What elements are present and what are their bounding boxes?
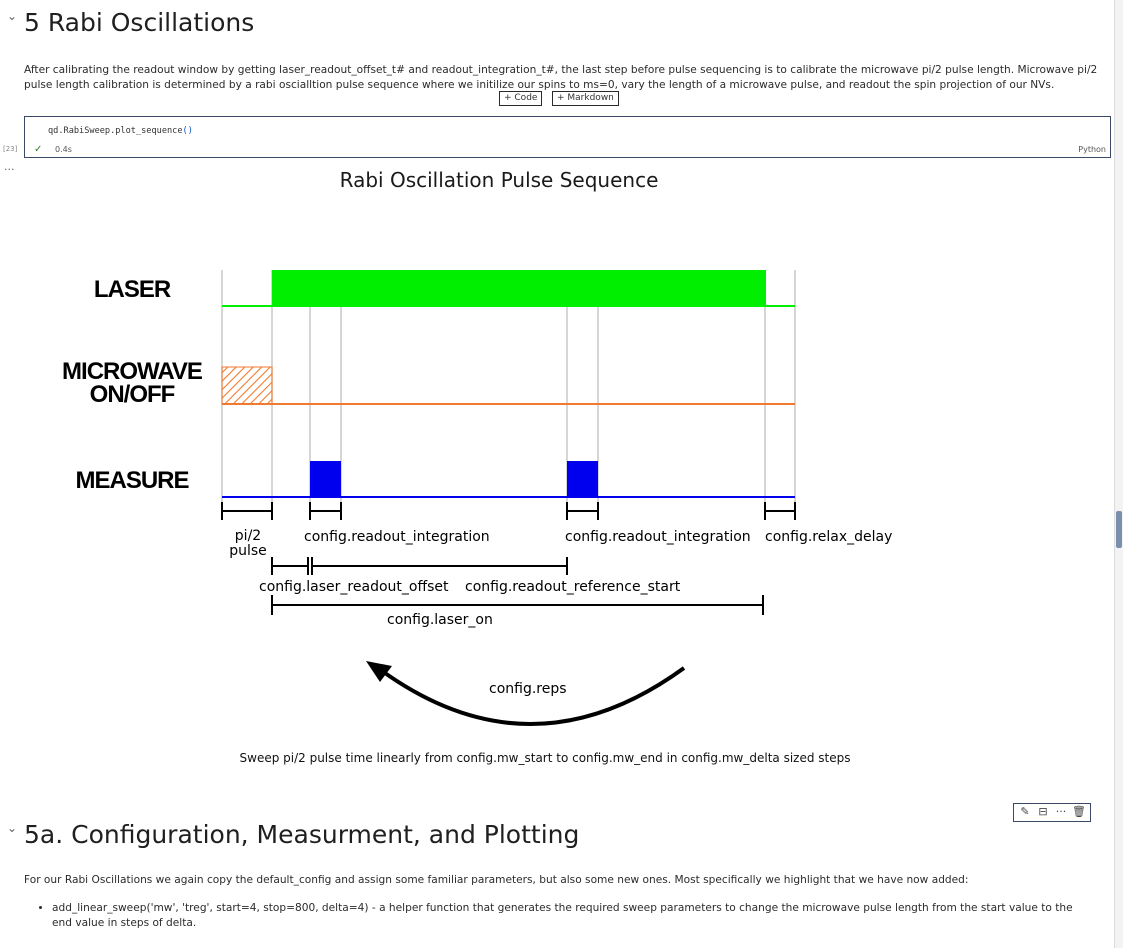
laser-pulse bbox=[272, 270, 766, 307]
reps-arrow bbox=[376, 666, 686, 726]
label-reps: config.reps bbox=[489, 681, 567, 697]
cell-toolbar: ✎ ⊟ ··· 🗑 bbox=[1013, 803, 1091, 822]
section-heading: 5 Rabi Oscillations bbox=[24, 8, 255, 37]
label-laser-on: config.laser_on bbox=[387, 612, 493, 628]
list-item: add_linear_sweep('mw', 'treg', start=4, … bbox=[52, 901, 1094, 931]
code-call: qd.RabiSweep.plot_sequence bbox=[48, 126, 183, 136]
label-relax-delay: config.relax_delay bbox=[765, 529, 892, 545]
label-laser-readout-offset: config.laser_readout_offset bbox=[259, 579, 449, 595]
row-label-microwave: MICROWAVE bbox=[62, 358, 203, 385]
label-readout-integration-1: config.readout_integration bbox=[304, 529, 490, 545]
label-readout-integration-2: config.readout_integration bbox=[565, 529, 751, 545]
timing-brackets bbox=[221, 502, 796, 615]
diagram-caption: Sweep pi/2 pulse time linearly from conf… bbox=[240, 751, 851, 765]
more-actions-icon[interactable]: ··· bbox=[1055, 805, 1067, 818]
bullet-list: add_linear_sweep('mw', 'treg', start=4, … bbox=[24, 901, 1094, 931]
bracket-relax bbox=[764, 502, 796, 520]
add-markdown-cell-button[interactable]: + Markdown bbox=[552, 91, 619, 106]
microwave-pulse bbox=[221, 366, 273, 405]
code-parens: () bbox=[182, 126, 193, 136]
bracket-readout-2 bbox=[566, 502, 599, 520]
section-paragraph: After calibrating the readout window by … bbox=[24, 64, 1098, 91]
cell-language[interactable]: Python bbox=[1078, 145, 1106, 154]
measure-pulse-reference bbox=[567, 461, 598, 497]
success-check-icon: ✓ bbox=[34, 144, 43, 155]
label-readout-reference-start: config.readout_reference_start bbox=[465, 579, 681, 595]
bracket-laser-readout-offset bbox=[271, 557, 309, 575]
collapse-chevron-icon[interactable]: ⌄ bbox=[7, 9, 18, 23]
scrollbar-thumb[interactable] bbox=[1116, 511, 1122, 548]
split-icon[interactable]: ⊟ bbox=[1038, 805, 1048, 818]
vertical-scrollbar[interactable] bbox=[1114, 0, 1123, 948]
reps-arrowhead bbox=[366, 661, 392, 682]
code-cell[interactable]: qd.RabiSweep.plot_sequence() ✓ 0.4s Pyth… bbox=[24, 116, 1111, 158]
measure-pulse-signal bbox=[310, 461, 341, 497]
label-pulse: pulse bbox=[229, 543, 267, 559]
bracket-readout-reference-start bbox=[311, 557, 568, 575]
subsection-paragraph: For our Rabi Oscillations we again copy … bbox=[24, 874, 969, 886]
collapse-chevron-icon[interactable]: ⌄ bbox=[7, 821, 18, 835]
row-label-laser: LASER bbox=[94, 276, 171, 303]
bracket-pi2 bbox=[221, 502, 273, 520]
row-label-on-off: ON/OFF bbox=[90, 381, 175, 408]
bracket-laser-on bbox=[271, 595, 764, 615]
subsection-heading: 5a. Configuration, Measurment, and Plott… bbox=[24, 820, 580, 849]
row-label-measure: MEASURE bbox=[75, 467, 189, 494]
output-ellipsis[interactable]: ... bbox=[4, 160, 15, 173]
trash-icon[interactable]: 🗑 bbox=[1072, 805, 1086, 818]
add-code-cell-button[interactable]: + Code bbox=[499, 91, 543, 106]
label-pi2: pi/2 bbox=[235, 528, 261, 544]
bracket-readout-1 bbox=[309, 502, 342, 520]
pencil-icon[interactable]: ✎ bbox=[1020, 805, 1030, 818]
code-line[interactable]: qd.RabiSweep.plot_sequence() bbox=[48, 126, 193, 136]
diagram-title: Rabi Oscillation Pulse Sequence bbox=[340, 168, 659, 192]
pulse-sequence-diagram: Rabi Oscillation Pulse Sequence LASER MI… bbox=[62, 168, 892, 765]
execution-count: [23] bbox=[3, 145, 18, 153]
execution-duration: 0.4s bbox=[55, 145, 72, 154]
